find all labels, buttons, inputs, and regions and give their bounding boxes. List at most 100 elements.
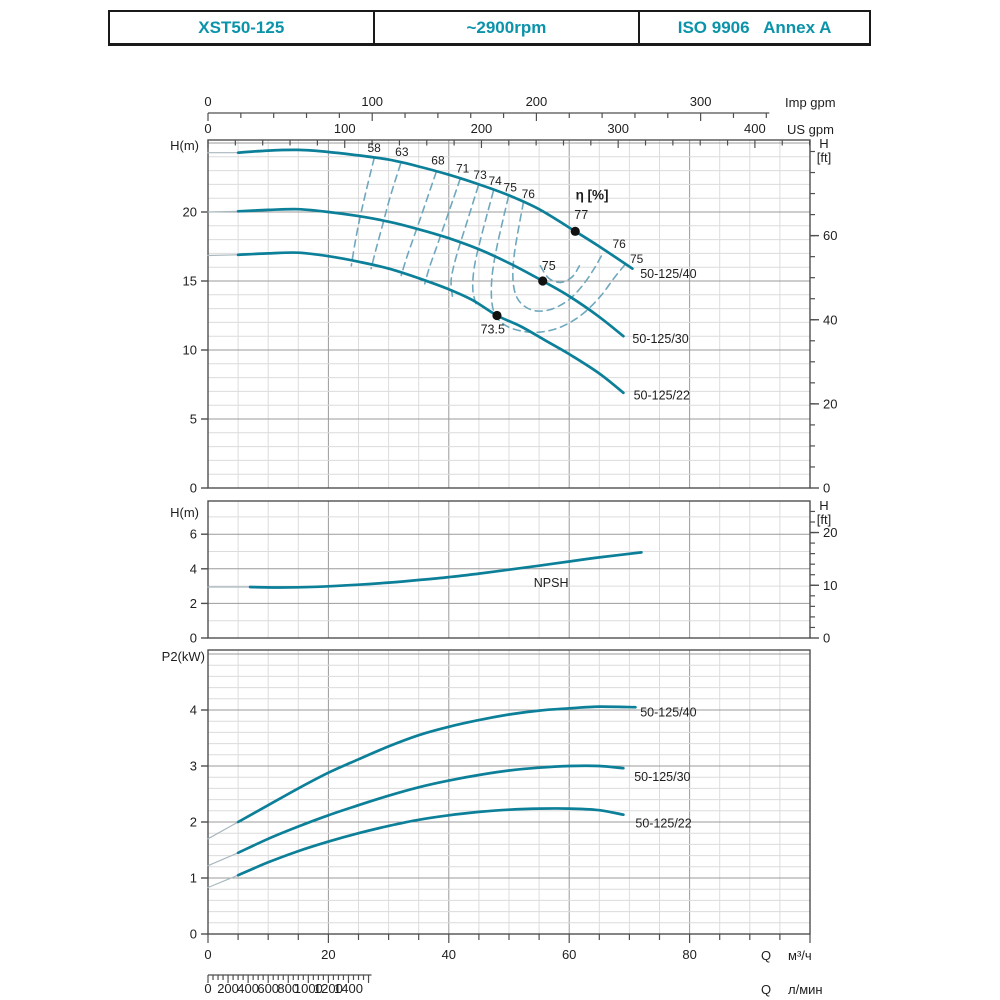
pump-curve-NPSH (248, 551, 643, 589)
lmin-tick-label: 400 (237, 981, 259, 996)
us-gpm-axis-label: US gpm (787, 122, 834, 137)
bep-efficiency-label: 73.5 (481, 322, 505, 336)
y-axis-tick-label: 20 (183, 205, 197, 220)
y-axis-tick-label: 2 (190, 815, 197, 830)
y-axis-tick-label: 5 (190, 412, 197, 427)
y-axis-tick-label: 1 (190, 871, 197, 886)
y-axis-tick-label: 4 (190, 703, 197, 718)
curve-label-50-125/22: 50-125/22 (634, 389, 690, 403)
efficiency-contour-73 (450, 185, 480, 297)
m3h-tick-label: 20 (321, 947, 335, 962)
npsh-curve-label: NPSH (534, 576, 569, 590)
power-chart-y-axis-label: P2(kW) (162, 649, 205, 664)
lmin-tick-label: 1200 (314, 981, 343, 996)
pump-curve-50-125/22 (236, 807, 625, 877)
bep-dot-50-125/22 (492, 310, 502, 321)
head-chart-y-axis-label: H(m) (170, 138, 199, 153)
curve-label-50-125/40: 50-125/40 (640, 706, 696, 720)
pump-curve-50-125/22 (236, 251, 625, 395)
y-axis-tick-label: 2 (190, 596, 197, 611)
efficiency-contour-label: 71 (456, 162, 470, 176)
curve-label-50-125/30: 50-125/30 (632, 332, 688, 346)
m3h-tick-label: 80 (682, 947, 696, 962)
curve-extension-50-125/22 (207, 874, 239, 889)
right-axis-tick-label: 0 (823, 631, 830, 646)
bep-efficiency-label: 77 (574, 208, 588, 222)
efficiency-contour-74 (471, 190, 495, 308)
lmin-tick-label: 0 (204, 981, 211, 996)
flow-axis-q-label-lmin: Q (761, 982, 771, 997)
curve-label-50-125/30: 50-125/30 (634, 770, 690, 784)
flow-axis-unit-label-lmin: л/мин (788, 982, 823, 997)
efficiency-contour-58 (350, 157, 375, 267)
y-axis-tick-label: 15 (183, 274, 197, 289)
curve-extension-50-125/30 (207, 852, 239, 867)
efficiency-contour-label: 76 (522, 187, 536, 201)
header-cell-model: XST50-125 (198, 17, 285, 37)
imp-gpm-tick-label: 0 (204, 94, 211, 109)
us-gpm-tick-label: 0 (204, 121, 211, 136)
imp-gpm-tick-label: 300 (690, 94, 712, 109)
efficiency-contour-label: 63 (395, 145, 409, 159)
y-axis-tick-label: 4 (190, 561, 197, 576)
efficiency-contour-71 (423, 178, 461, 285)
bep-efficiency-label: 75 (542, 259, 556, 273)
lmin-tick-label: 1400 (334, 981, 363, 996)
efficiency-contour-label: 75 (504, 180, 518, 194)
right-axis-tick-label: 20 (823, 396, 837, 411)
efficiency-contour-label: 68 (431, 153, 445, 167)
curve-label-50-125/22: 50-125/22 (635, 817, 691, 831)
efficiency-contour-76 (512, 201, 605, 312)
right-axis-tick-label: 40 (823, 312, 837, 327)
y-axis-tick-label: 0 (190, 481, 197, 496)
pump-curve-50-125/30 (236, 764, 625, 855)
bep-dot-50-125/30 (538, 276, 548, 286)
header-cell-standard: ISO 9906 Annex A (677, 17, 832, 37)
efficiency-contour-label-right: 75 (630, 252, 644, 266)
efficiency-contour-label-right: 76 (612, 237, 626, 251)
us-gpm-tick-label: 200 (471, 121, 493, 136)
lmin-tick-label: 800 (277, 981, 299, 996)
pump-curve-50-125/40 (236, 705, 637, 824)
right-axis-tick-label: 60 (823, 228, 837, 243)
efficiency-eta-label: η [%] (576, 188, 609, 203)
npsh-chart-right-axis-label-ft: [ft] (817, 512, 831, 527)
efficiency-contour-63 (370, 162, 402, 270)
bep-dot-50-125/40 (570, 226, 580, 236)
us-gpm-tick-label: 300 (607, 121, 629, 136)
lmin-tick-label: 1000 (294, 981, 323, 996)
curve-label-50-125/40: 50-125/40 (640, 267, 696, 281)
lmin-tick-label: 600 (257, 981, 279, 996)
header-cell-speed: ~2900rpm (372, 12, 641, 43)
flow-axis-q-label-m3h: Q (761, 948, 771, 963)
imp-gpm-tick-label: 100 (361, 94, 383, 109)
imp-gpm-tick-label: 200 (526, 94, 548, 109)
efficiency-contour-label: 74 (488, 174, 502, 188)
head-chart-right-axis-label-h: H (819, 136, 828, 151)
header-table: XST50-125 ~2900rpm ISO 9906 Annex A (108, 10, 871, 46)
pump-curve-50-125/30 (236, 207, 625, 338)
y-axis-tick-label: 0 (190, 631, 197, 646)
efficiency-contour-68 (400, 171, 437, 277)
efficiency-contour-inner (539, 265, 581, 284)
curve-extension-50-125/30 (207, 210, 239, 213)
efficiency-contour-label: 58 (367, 141, 381, 155)
y-axis-tick-label: 0 (190, 927, 197, 942)
m3h-tick-label: 0 (204, 947, 211, 962)
m3h-tick-label: 60 (562, 947, 576, 962)
lmin-tick-label: 200 (217, 981, 239, 996)
right-axis-tick-label: 10 (823, 578, 837, 593)
y-axis-tick-label: 6 (190, 527, 197, 542)
m3h-tick-label: 40 (442, 947, 456, 962)
curve-extension-50-125/40 (207, 821, 239, 840)
us-gpm-tick-label: 100 (334, 121, 356, 136)
flow-axis-unit-label-m3h: м³/ч (788, 948, 812, 963)
right-axis-tick-label: 0 (823, 481, 830, 496)
npsh-chart-right-axis-label-h: H (819, 498, 828, 513)
right-axis-tick-label: 20 (823, 525, 837, 540)
npsh-chart-y-axis-label: H(m) (170, 505, 199, 520)
head-chart-right-axis-label-ft: [ft] (817, 150, 831, 165)
curve-extension-50-125/22 (207, 254, 239, 257)
